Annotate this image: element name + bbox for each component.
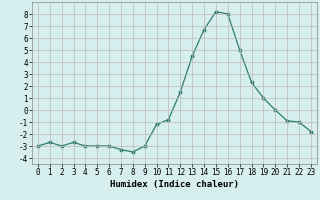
- X-axis label: Humidex (Indice chaleur): Humidex (Indice chaleur): [110, 180, 239, 189]
